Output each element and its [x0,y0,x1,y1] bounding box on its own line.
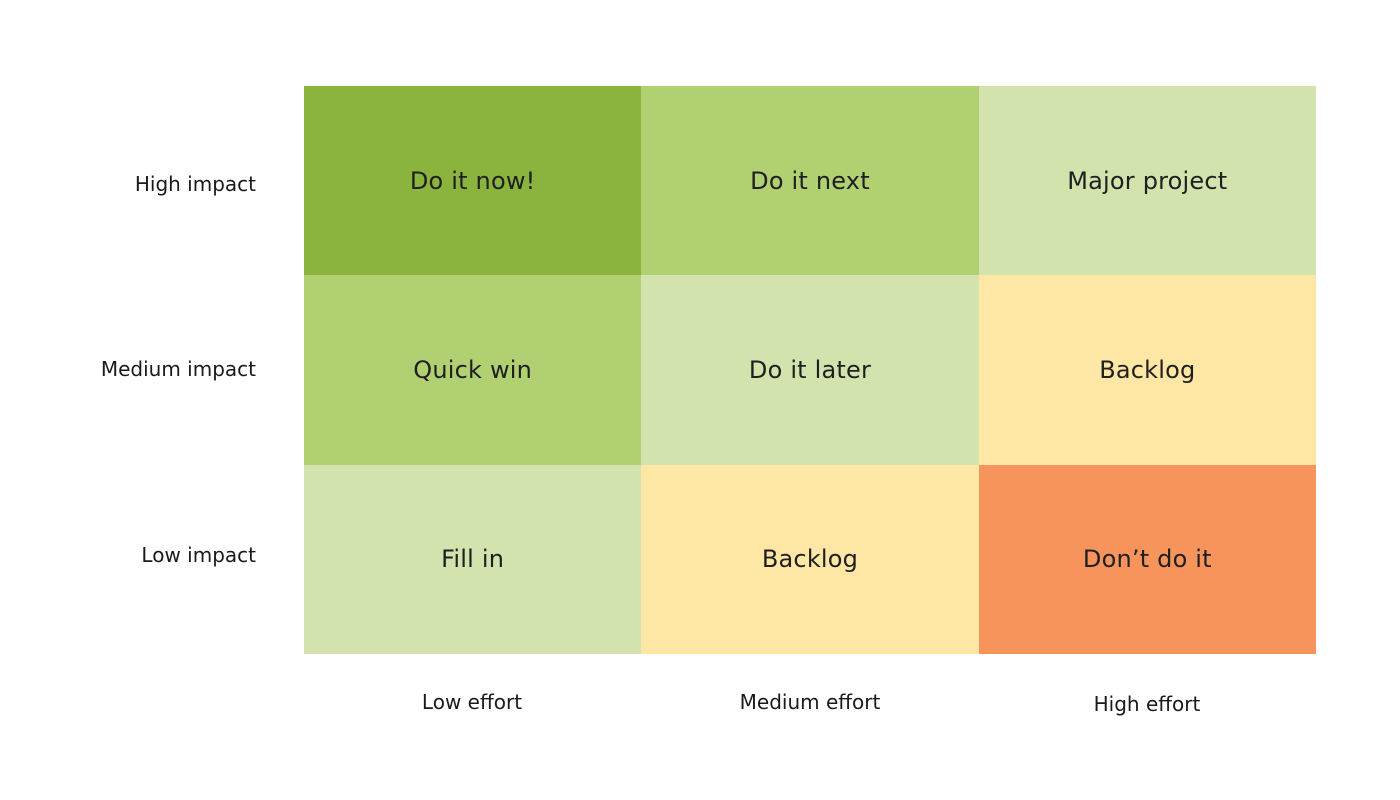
row-label-low-impact: Low impact [141,543,256,567]
col-label-medium-effort: Medium effort [739,690,881,714]
cell-do-it-now: Do it now! [304,86,642,276]
col-label-high-effort: High effort [1093,692,1201,716]
row-label-medium-impact: Medium impact [100,357,256,381]
cell-backlog-medium: Backlog [978,275,1316,465]
row-label-high-impact: High impact [134,172,256,196]
matrix-grid: Do it now! Do it next Major project Quic… [304,86,1316,654]
cell-quick-win: Quick win [304,275,642,465]
col-label-low-effort: Low effort [421,690,523,714]
cell-do-it-later: Do it later [641,275,979,465]
cell-major-project: Major project [978,86,1316,276]
cell-backlog-low: Backlog [641,464,979,654]
cell-dont-do-it: Don’t do it [978,464,1316,654]
cell-do-it-next: Do it next [641,86,979,276]
cell-fill-in: Fill in [304,464,642,654]
